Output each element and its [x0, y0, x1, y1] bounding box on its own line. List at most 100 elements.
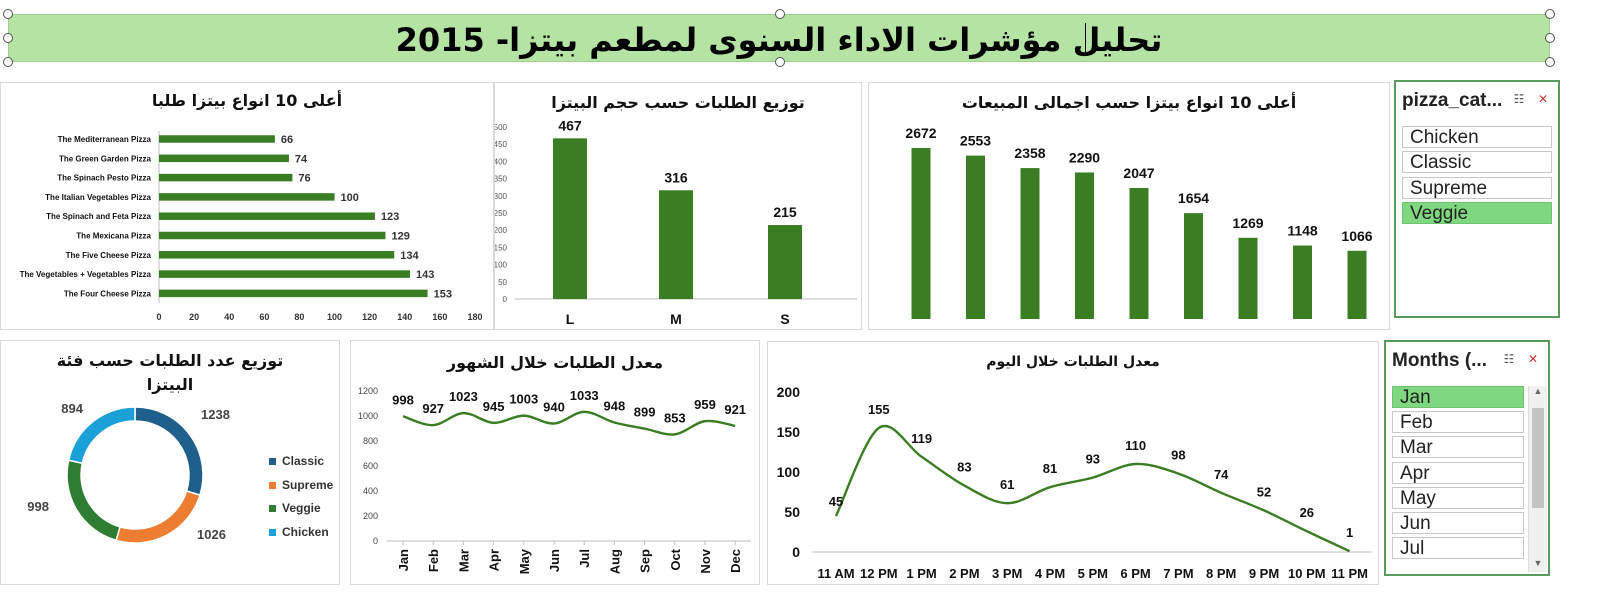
chart-orders-by-category[interactable]: توزيع عدد الطلبات حسب فئة البيتزا 1238 10… — [0, 340, 340, 585]
y-tick-label: 400 — [363, 486, 378, 496]
bar — [1075, 172, 1094, 319]
data-label: 26 — [1300, 505, 1314, 520]
chart-plot: 0 50 100 150 200 45 11 AM 155 12 PM 119 1 PM 83 2 PM… — [777, 384, 1372, 581]
data-label: 74 — [295, 153, 308, 165]
bar — [159, 135, 275, 143]
category-label: The Spinach Pesto Pizza — [57, 174, 151, 183]
x-tick-label: 2 PM — [949, 566, 979, 581]
chart-top10-sales[interactable]: أعلى 10 انواع بيتزا حسب اجمالى المبيعات … — [868, 82, 1390, 330]
resize-handle-ml[interactable] — [3, 33, 13, 43]
slicer-scrollbar[interactable]: ▲ ▼ — [1528, 386, 1547, 572]
bar — [911, 147, 931, 319]
x-tick-label: 20 — [189, 312, 199, 322]
chart-plot: 2672 2553 2358 2290 2047 1654 1269 1148 1066 — [905, 125, 1373, 319]
data-label: 2553 — [960, 133, 991, 149]
x-tick-label: 4 PM — [1035, 566, 1065, 581]
series-line — [402, 410, 736, 436]
bar — [159, 193, 335, 201]
resize-handle-mr[interactable] — [1545, 33, 1555, 43]
clear-filter-icon[interactable]: ✕ — [1527, 352, 1539, 366]
y-tick-label: 150 — [495, 243, 508, 252]
x-tick-label: M — [670, 311, 682, 327]
data-label: 853 — [664, 410, 686, 425]
bar — [1293, 245, 1312, 319]
x-tick-label: Mar — [456, 549, 471, 572]
dashboard-title-banner[interactable]: تحليل مؤشرات الاداء السنوى لمطعم بيتزا- … — [8, 14, 1550, 62]
slicer-item-classic[interactable]: Classic — [1402, 151, 1552, 174]
data-label: 959 — [694, 397, 716, 412]
slicer-item-jan[interactable]: Jan — [1392, 386, 1524, 408]
chart-top10-orders[interactable]: أعلى 10 انواع بيتزا طلبا 0 20 40 60 80 100 120… — [0, 82, 494, 330]
category-label: The Four Cheese Pizza — [64, 289, 152, 298]
data-label: 134 — [400, 250, 419, 262]
data-label: 927 — [422, 401, 444, 416]
clear-filter-icon[interactable]: ✕ — [1537, 92, 1549, 106]
slicer-months[interactable]: Months (... ☷ ✕ Jan Feb Mar Apr May Jun Jul ▲ … — [1384, 340, 1550, 576]
x-tick-label: May — [517, 548, 532, 574]
data-label: 316 — [664, 169, 688, 185]
y-tick-label: 0 — [503, 295, 508, 304]
multi-select-icon[interactable]: ☷ — [1503, 352, 1515, 366]
x-tick-label: Sep — [638, 549, 653, 573]
y-tick-label: 200 — [363, 511, 378, 521]
slicer-title: pizza_cat... — [1402, 90, 1503, 111]
data-label: 100 — [341, 192, 359, 204]
x-tick-label: Dec — [728, 549, 743, 573]
slicer-item-mar[interactable]: Mar — [1392, 436, 1524, 459]
resize-handle-tr[interactable] — [1545, 9, 1555, 19]
data-label: 2672 — [905, 125, 936, 141]
y-tick-label: 150 — [777, 424, 801, 440]
slicer-item-apr[interactable]: Apr — [1392, 461, 1524, 484]
slicer-item-may[interactable]: May — [1392, 486, 1524, 509]
chart-orders-by-hour[interactable]: معدل الطلبات خلال اليوم 0 50 100 150 200 45 11… — [767, 341, 1379, 585]
resize-handle-bm[interactable] — [775, 57, 785, 67]
slicer-title: Months (... — [1392, 350, 1487, 371]
category-label: The Vegetables + Vegetables Pizza — [20, 270, 152, 279]
slicer-pizza-category[interactable]: pizza_cat... ☷ ✕ Chicken Classic Supreme Ve… — [1394, 80, 1560, 318]
data-label: 1026 — [197, 527, 226, 542]
scroll-down-icon[interactable]: ▼ — [1533, 558, 1543, 568]
slicer-item-feb[interactable]: Feb — [1392, 411, 1524, 434]
x-tick-label: 3 PM — [992, 566, 1022, 581]
bar — [159, 231, 386, 240]
slicer-item-veggie[interactable]: Veggie — [1402, 201, 1552, 224]
data-label: 998 — [27, 499, 49, 514]
multi-select-icon[interactable]: ☷ — [1513, 92, 1525, 106]
scrollbar-thumb[interactable] — [1532, 408, 1544, 508]
legend-swatch — [269, 481, 276, 489]
scroll-up-icon[interactable]: ▲ — [1533, 386, 1543, 396]
data-label: 76 — [298, 173, 310, 185]
bar — [768, 225, 802, 299]
series-line — [834, 424, 1351, 553]
x-tick-label: Jan — [396, 549, 411, 571]
y-tick-label: 500 — [495, 123, 508, 132]
data-label: 2290 — [1069, 149, 1100, 165]
data-label: 1003 — [509, 392, 538, 407]
x-tick-label: Jul — [577, 549, 592, 568]
resize-handle-br[interactable] — [1545, 57, 1555, 67]
resize-handle-bl[interactable] — [3, 57, 13, 67]
data-label: 155 — [868, 402, 890, 417]
data-label: 894 — [61, 401, 83, 416]
x-tick-label: 7 PM — [1163, 566, 1193, 581]
x-tick-label: 1 PM — [906, 566, 936, 581]
x-tick-label: 40 — [224, 312, 234, 322]
x-tick-label: 140 — [397, 312, 412, 322]
chart-orders-by-month[interactable]: معدل الطلبات خلال الشهور 0 200 400 600 800 10… — [350, 340, 760, 585]
x-tick-label: 9 PM — [1249, 566, 1279, 581]
slicer-item-supreme[interactable]: Supreme — [1402, 176, 1552, 199]
data-label: 467 — [558, 117, 582, 133]
slicer-item-chicken[interactable]: Chicken — [1402, 126, 1552, 148]
resize-handle-tl[interactable] — [3, 9, 13, 19]
data-label: 2358 — [1014, 145, 1045, 161]
bar — [159, 251, 395, 259]
slicer-item-jun[interactable]: Jun — [1392, 512, 1524, 534]
legend-swatch — [269, 458, 276, 466]
chart-plot: 1238 1026 998 894 — [27, 401, 230, 544]
y-tick-label: 100 — [777, 464, 801, 480]
chart-orders-by-size[interactable]: توزيع الطلبات حسب حجم البيتزا 0 50 100 150 2… — [494, 82, 862, 330]
resize-handle-tm[interactable] — [775, 9, 785, 19]
slicer-item-jul[interactable]: Jul — [1392, 537, 1524, 560]
category-label: The Mediterranean Pizza — [58, 135, 152, 144]
data-label: 129 — [391, 231, 409, 243]
